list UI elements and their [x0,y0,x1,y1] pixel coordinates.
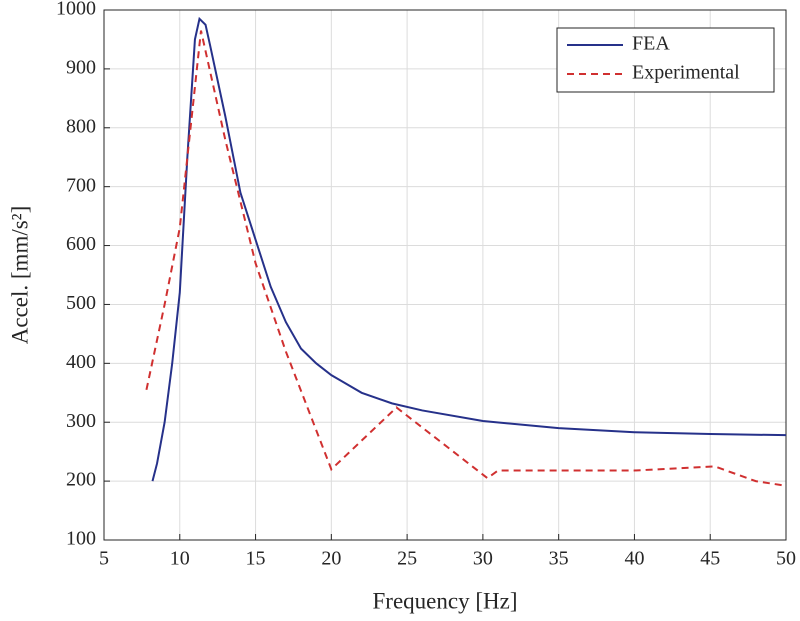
x-tick-label: 20 [321,548,341,570]
x-tick-label: 30 [473,548,493,570]
y-tick-label: 900 [66,56,96,78]
y-tick-label: 100 [66,528,96,550]
legend-label: Experimental [632,62,740,84]
y-tick-label: 200 [66,469,96,491]
y-tick-label: 1000 [56,0,96,20]
x-tick-label: 40 [624,548,644,570]
line-series [145,30,787,487]
line-series [151,16,787,482]
y-tick-label: 500 [66,292,96,314]
plot-frame [103,9,787,541]
x-tick-label: 25 [397,548,417,570]
x-tick-label: 35 [549,548,569,570]
y-tick-label: 600 [66,233,96,255]
x-tick-label: 10 [170,548,190,570]
legend-label: FEA [632,33,670,55]
y-tick-label: 800 [66,115,96,137]
x-axis-label: Frequency [Hz] [373,588,518,613]
y-axis-label: Accel. [mm/s²] [7,206,32,344]
y-tick-label: 400 [66,351,96,373]
x-tick-label: 45 [700,548,720,570]
legend-box [556,27,775,93]
y-tick-label: 300 [66,410,96,432]
y-tick-label: 700 [66,174,96,196]
x-tick-label: 5 [99,548,109,570]
x-tick-label: 15 [246,548,266,570]
x-tick-label: 50 [776,548,796,570]
